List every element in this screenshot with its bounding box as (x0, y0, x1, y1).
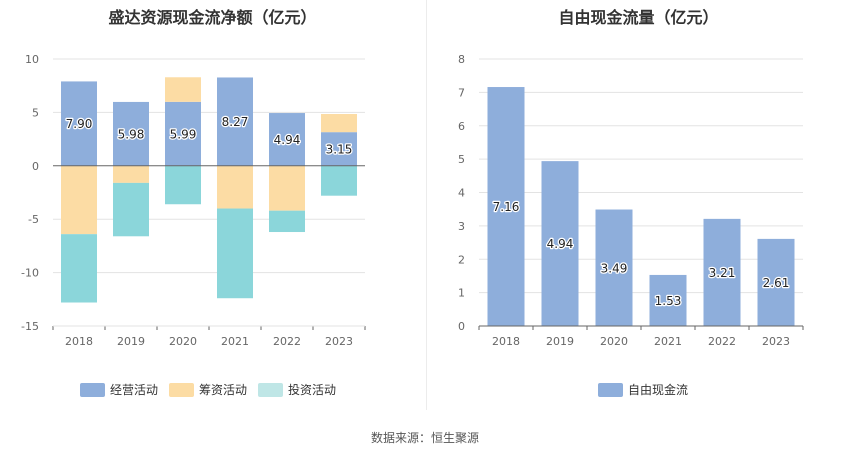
y-tick-label: -5 (28, 213, 39, 226)
bar-free_cash_flow (649, 274, 687, 326)
x-tick-label: 2021 (654, 335, 682, 348)
x-tick-label: 2018 (65, 335, 93, 348)
x-tick-label: 2021 (221, 335, 249, 348)
y-tick-label: -15 (21, 320, 39, 333)
bar-free_cash_flow (757, 238, 795, 326)
data-label: 7.16 (493, 200, 520, 214)
y-tick-label: 10 (25, 53, 39, 66)
bar-financing (321, 114, 357, 133)
y-tick-label: 5 (458, 153, 465, 166)
legend-label: 筹资活动 (199, 383, 247, 397)
data-label: 2.61 (763, 276, 790, 290)
bar-investing (321, 165, 357, 196)
cash-flow-chart: 10 5 0 -5 -10 -15 2018 2019 2020 2021 2022 2023 7.90… (21, 53, 366, 397)
x-tick-label: 2022 (708, 335, 736, 348)
data-label: 1.53 (655, 294, 682, 308)
data-label: 5.98 (118, 127, 145, 141)
y-tick-label: 7 (458, 86, 465, 99)
bar-investing (61, 234, 97, 303)
bar-operating (321, 132, 357, 166)
bar-operating (113, 101, 149, 166)
bar-investing (217, 208, 253, 299)
legend-swatch (598, 383, 623, 397)
bar-investing (165, 165, 201, 205)
data-label: 3.15 (326, 142, 353, 156)
y-tick-label: 1 (458, 287, 465, 300)
bar-financing (61, 165, 97, 235)
data-label: 5.99 (170, 127, 197, 141)
chart-title-cash-flow: 盛达资源现金流净额（亿元） (108, 8, 317, 27)
y-tick-label: 8 (458, 53, 465, 66)
bar-investing (113, 182, 149, 237)
bar-free_cash_flow (703, 218, 741, 326)
data-label: 8.27 (222, 115, 249, 129)
y-tick-label: 2 (458, 253, 465, 266)
data-label: 7.90 (66, 117, 93, 131)
data-label: 4.94 (274, 133, 301, 147)
data-label: 4.94 (547, 237, 574, 251)
bar-operating (165, 101, 201, 166)
x-tick-label: 2018 (492, 335, 520, 348)
x-tick-label: 2023 (762, 335, 790, 348)
bar-operating (269, 113, 305, 166)
data-label: 3.21 (709, 266, 736, 280)
bar-financing (269, 165, 305, 211)
legend-swatch (80, 383, 105, 397)
bar-investing (269, 210, 305, 233)
data-source: 数据来源：恒生聚源 (370, 431, 479, 445)
legend-label: 经营活动 (110, 383, 158, 397)
bar-financing (217, 165, 253, 209)
data-label: 3.49 (601, 261, 628, 275)
bar-free_cash_flow (595, 209, 633, 326)
legend-swatch (169, 383, 194, 397)
y-tick-label: -10 (21, 267, 39, 280)
panel-divider (426, 0, 427, 410)
y-tick-label: 6 (458, 120, 465, 133)
bar-free_cash_flow (541, 161, 579, 326)
legend-label: 自由现金流 (628, 382, 688, 397)
y-tick-label: 5 (32, 106, 39, 119)
chart-title-free-cash-flow: 自由现金流量（亿元） (558, 8, 719, 27)
bar-operating (61, 81, 97, 166)
bar-financing (165, 77, 201, 102)
x-tick-label: 2023 (325, 335, 353, 348)
bar-operating (217, 77, 253, 166)
x-tick-label: 2022 (273, 335, 301, 348)
bar-financing (113, 165, 149, 183)
x-tick-label: 2019 (546, 335, 574, 348)
legend-swatch (258, 383, 283, 397)
free-cash-flow-chart: 8 7 6 5 4 3 2 1 0 2018 2019 2020 2021 2022 2023 7.16 4.9… (458, 53, 804, 397)
y-tick-label: 4 (458, 187, 465, 200)
x-tick-label: 2020 (600, 335, 628, 348)
x-tick-label: 2019 (117, 335, 145, 348)
legend-label: 投资活动 (288, 382, 336, 397)
x-tick-label: 2020 (169, 335, 197, 348)
y-tick-label: 0 (458, 320, 465, 333)
y-tick-label: 0 (32, 160, 39, 173)
bar-free_cash_flow (487, 87, 525, 326)
y-tick-label: 3 (458, 220, 465, 233)
